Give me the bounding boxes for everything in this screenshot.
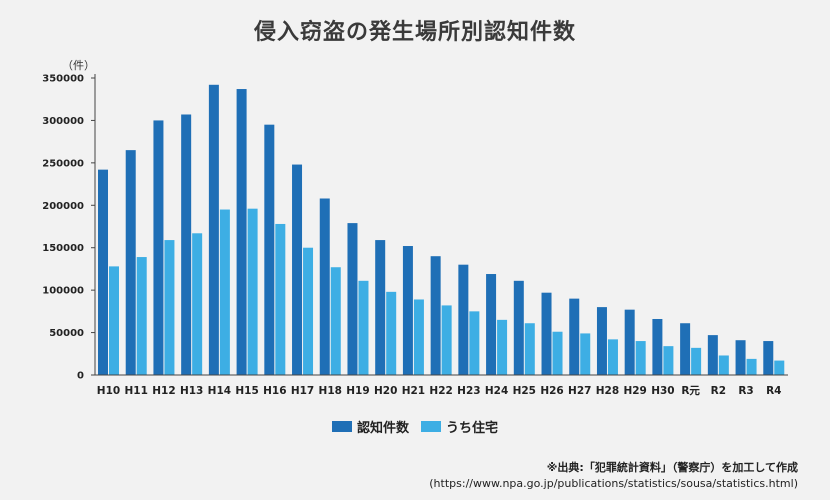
bar-sub [275, 223, 286, 375]
x-tick-label: H12 [152, 385, 175, 397]
bar-main [402, 246, 413, 375]
bar-main [153, 120, 164, 375]
x-tick-label: H10 [97, 385, 120, 397]
x-tick-label: H19 [346, 385, 369, 397]
y-tick-label: 350000 [42, 74, 84, 85]
x-tick-label: H23 [457, 385, 480, 397]
x-tick-label: H13 [180, 385, 203, 397]
legend-item-main: 認知件数 [331, 417, 409, 436]
y-tick-label: 200000 [42, 201, 84, 212]
bar-sub [386, 291, 397, 375]
y-tick-label: 50000 [49, 328, 84, 339]
bar-main [181, 114, 192, 375]
legend-swatch-main [331, 421, 352, 432]
y-tick-label: 150000 [42, 243, 84, 254]
bar-sub [497, 319, 508, 375]
legend-item-sub: うち住宅 [421, 417, 498, 436]
bar-sub [136, 257, 147, 375]
bar-main [208, 84, 219, 375]
bar-sub [219, 209, 230, 375]
bar-main [98, 169, 108, 375]
y-axis-unit-label: （件） [62, 59, 95, 72]
x-tick-label: H22 [429, 385, 452, 397]
bar-main [569, 298, 580, 375]
x-tick-label: H16 [263, 385, 286, 397]
bar-sub [552, 331, 563, 375]
bar-main [319, 198, 330, 375]
bar-sub [635, 341, 646, 375]
bar-sub [691, 347, 702, 375]
x-tick-label: H28 [596, 385, 619, 397]
legend-label-main: 認知件数 [356, 421, 409, 436]
bar-main [375, 240, 386, 375]
bar-main [430, 256, 441, 375]
bar-main [264, 124, 275, 376]
bar-sub [192, 233, 203, 375]
x-tick-label: H24 [485, 385, 508, 397]
bar-sub [607, 339, 618, 375]
x-tick-label: H27 [568, 385, 591, 397]
bar-main [680, 323, 691, 375]
bar-sub [358, 280, 369, 375]
y-tick-label: 0 [77, 371, 84, 382]
y-axis-ticks: 0 50000 100000 150000 200000 250000 300000 3500… [42, 74, 95, 382]
source-url: (https://www.npa.go.jp/publications/stat… [429, 477, 798, 490]
chart-title: 侵入窃盗の発生場所別認知件数 [253, 20, 576, 45]
bar-main [236, 89, 247, 375]
bar-main [707, 335, 718, 375]
bar-sub [164, 240, 175, 375]
x-tick-label: H30 [651, 385, 674, 397]
bar-main [458, 264, 469, 375]
bar-main [347, 223, 358, 375]
bar-sub [441, 305, 452, 375]
bar-main [763, 341, 774, 375]
bar-sub [469, 311, 480, 375]
y-tick-label: 100000 [42, 286, 84, 297]
y-tick-label: 300000 [42, 116, 84, 127]
source-note: ※出典:「犯罪統計資料」（警察庁）を加工して作成 (https://www.np… [429, 460, 798, 492]
bar-sub [774, 360, 785, 375]
x-tick-label: R4 [766, 385, 781, 397]
bar-sub [524, 323, 535, 375]
legend-swatch-sub [421, 421, 441, 432]
bar-main [596, 307, 607, 375]
x-tick-label: H14 [208, 385, 231, 397]
bar-main [735, 340, 746, 375]
bar-sub [109, 266, 119, 375]
bar-main [652, 318, 663, 375]
bar-main [292, 164, 303, 375]
x-tick-label: H17 [291, 385, 314, 397]
x-tick-label: H20 [374, 385, 397, 397]
bar-main [513, 280, 524, 375]
bar-sub [746, 358, 757, 375]
x-tick-label: H11 [125, 385, 148, 397]
bar-sub [580, 333, 591, 375]
bar-sub [718, 355, 729, 375]
source-title: ※出典:「犯罪統計資料」（警察庁）を加工して作成 [546, 461, 798, 474]
legend-label-sub: うち住宅 [446, 421, 499, 436]
x-tick-label: H25 [513, 385, 536, 397]
y-tick-label: 250000 [42, 158, 84, 169]
legend: 認知件数 うち住宅 [0, 417, 830, 436]
x-tick-label: R3 [738, 385, 753, 397]
x-tick-label: R元 [681, 385, 700, 397]
bar-sub [330, 267, 341, 375]
bars [98, 84, 785, 376]
bar-main [541, 292, 552, 375]
bar-sub [413, 299, 424, 375]
x-tick-label: H29 [623, 385, 646, 397]
x-tick-label: H26 [540, 385, 563, 397]
bar-sub [303, 247, 314, 375]
x-tick-label: R2 [711, 385, 726, 397]
bar-sub [663, 346, 674, 375]
bar-main [486, 274, 497, 375]
x-tick-label: H21 [402, 385, 425, 397]
x-tick-label: H15 [235, 385, 258, 397]
bar-main [125, 150, 136, 375]
x-axis-labels: H10 H11 H12 H13 H14 H15 H16 H17 H18 H19 H20 H21 H22 H… [97, 385, 782, 397]
bar-sub [247, 208, 258, 375]
x-tick-label: H18 [319, 385, 342, 397]
bar-main [624, 309, 635, 375]
